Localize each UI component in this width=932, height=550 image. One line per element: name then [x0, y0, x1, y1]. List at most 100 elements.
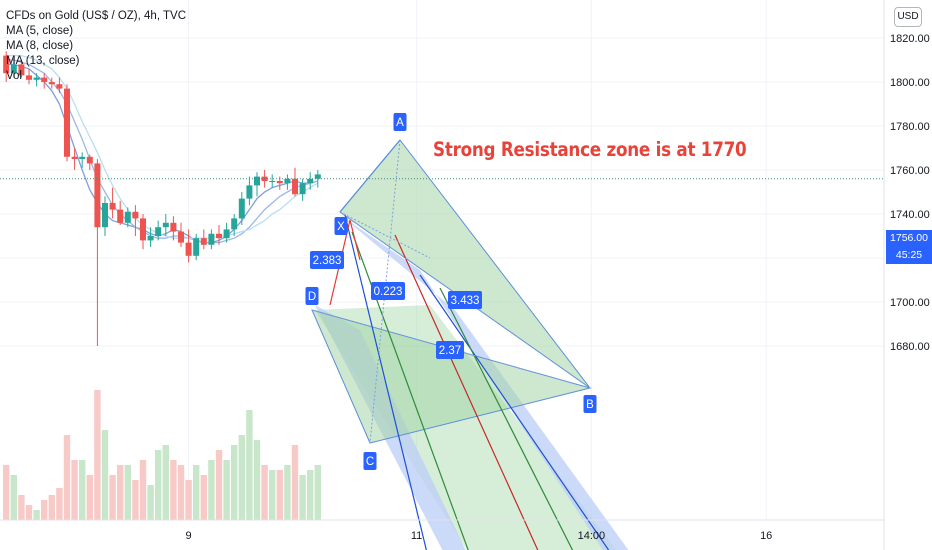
candle-body [117, 209, 124, 223]
volume-bar [155, 450, 162, 520]
candle-body [18, 64, 25, 76]
volume-bar [33, 510, 40, 520]
candle-body [208, 233, 215, 245]
volume-bar [25, 505, 33, 520]
candle-body [132, 211, 139, 219]
point-label-b-box [583, 395, 597, 413]
annotation-text[interactable]: Strong Resistance zone is at 1770 [433, 138, 747, 161]
candle-body [147, 236, 154, 241]
candle-body [86, 156, 93, 164]
candle-body [79, 156, 86, 159]
candles [3, 51, 321, 346]
price-tick-label: 1760.00 [890, 165, 930, 177]
moving-averages [6, 54, 319, 244]
currency-button[interactable]: USD [894, 7, 922, 27]
point-label-x-box [334, 217, 348, 235]
volume-bar [223, 460, 230, 520]
candle-body [71, 156, 78, 159]
indicator-ma5[interactable]: MA (5, close) [6, 25, 74, 37]
point-label-d-box [305, 287, 319, 305]
time-tick-label: 11 [411, 530, 422, 542]
channel-blue-top [340, 215, 629, 550]
time-tick-label: 14:00 [578, 530, 606, 542]
volume-bar [193, 465, 200, 520]
indicator-ma8[interactable]: MA (8, close) [6, 40, 74, 52]
point-label-b-text: B [586, 399, 594, 411]
volume-bar [162, 445, 169, 520]
indicator-ma13[interactable]: MA (13, close) [6, 55, 80, 67]
volume-bar [109, 475, 116, 520]
candle-body [200, 238, 207, 245]
point-label-c-box [363, 452, 377, 470]
volume-bar [177, 465, 185, 520]
indicator-volume[interactable]: Vol [6, 70, 22, 82]
last-price-tag: 1756.00 45:25 [886, 230, 932, 264]
candle-body [155, 227, 162, 236]
volume-bar [86, 475, 93, 520]
ratio-label-text: 2.37 [439, 345, 461, 357]
volume-bar [208, 460, 215, 520]
point-label-c: C [363, 452, 377, 470]
time-tick-label: 16 [760, 530, 772, 542]
volume-bar [139, 460, 147, 520]
candle-body [109, 203, 116, 210]
time-tick-label: 9 [186, 530, 192, 542]
price-tick-label: 1820.00 [890, 33, 930, 45]
candle-body [162, 222, 169, 228]
candle-body [246, 185, 253, 199]
ratio-label: 2.37 [436, 341, 464, 359]
price-tick-label: 1700.00 [890, 297, 930, 309]
pattern-edge [339, 139, 401, 213]
volume-bar [79, 460, 86, 520]
volume-bar [101, 430, 109, 520]
candle-body [292, 178, 298, 195]
volume-bar [291, 445, 299, 520]
ratio-label-text: 0.223 [374, 286, 403, 298]
volume-bar [215, 450, 223, 520]
candle-body [216, 233, 222, 239]
bar-countdown: 45:25 [895, 249, 923, 261]
point-label-x-text: X [337, 221, 345, 233]
volume-bar [185, 480, 192, 520]
ma-line [6, 59, 318, 244]
candle-body [269, 181, 276, 182]
point-label-x: X [334, 217, 348, 235]
candle-body [314, 174, 321, 179]
volume-bar [284, 465, 291, 520]
volume-bar [261, 465, 268, 520]
xa-leg [329, 219, 361, 306]
symbol-title[interactable]: CFDs on Gold (US$ / OZ), 4h, TVC [6, 10, 187, 22]
ratio-label-box [310, 251, 344, 269]
volume-bar [10, 475, 17, 520]
ratio-label-text: 2.383 [313, 255, 342, 267]
ratio-label-box [371, 282, 405, 300]
volume-bar [238, 435, 245, 520]
volume-bar [3, 465, 10, 520]
harmonic-pattern [311, 139, 629, 550]
candle-body [94, 163, 101, 228]
volume-bar [314, 465, 321, 520]
candle-body [223, 229, 230, 239]
volume-bar [276, 470, 283, 520]
volume-bar [48, 495, 55, 520]
volume-bar [307, 470, 314, 520]
volume-bar [253, 440, 261, 520]
chart-grid [0, 0, 884, 520]
ma-line [6, 54, 319, 239]
candle-body [178, 231, 184, 243]
channel-median [394, 234, 539, 550]
candle-body [254, 176, 260, 186]
ratio-label-text: 3.433 [451, 295, 480, 307]
channel-median [439, 287, 574, 550]
ratio-label-box [436, 341, 464, 359]
candle-body [284, 178, 291, 184]
candle-body [10, 64, 17, 74]
chart-legend: CFDs on Gold (US$ / OZ), 4h, TVC MA (5, … [6, 9, 186, 84]
ma-line [6, 63, 318, 244]
candle-body [48, 82, 55, 85]
point-label-a-text: A [396, 117, 404, 129]
point-label-b: B [583, 395, 597, 413]
candle-body [307, 178, 314, 184]
volume-bars [3, 390, 321, 520]
